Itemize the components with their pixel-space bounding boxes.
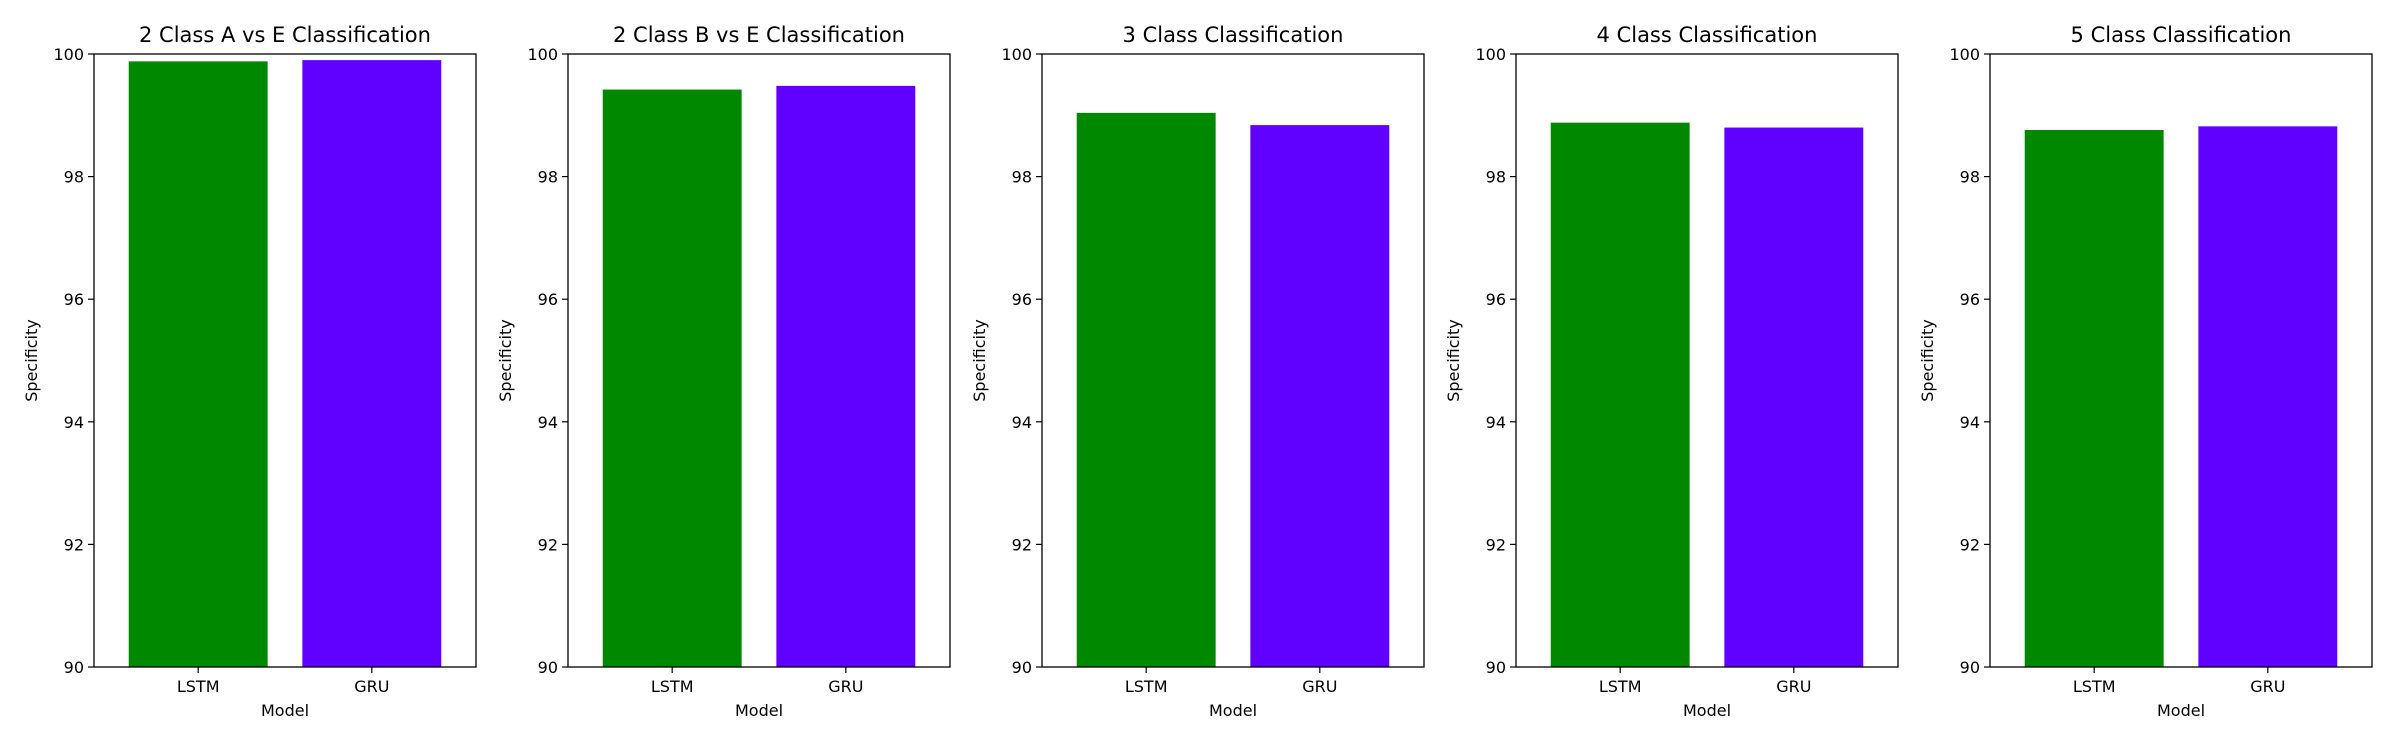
y-tick-label: 92 [538,535,558,554]
chart-title: 2 Class B vs E Classification [613,23,905,47]
bar-lstm [1076,112,1216,667]
subplot-2: 90 92 94 96 98 100 LSTM GRU 2 Class B vs E Class… [496,23,951,720]
y-axis-label: Specificity [1444,319,1463,401]
subplot-4: 90 92 94 96 98 100 LSTM GRU 4 Class Classificati… [1444,23,1899,720]
bar-gru [1724,127,1864,667]
y-tick-label: 94 [1486,413,1506,432]
y-tick-label: 96 [64,290,84,309]
y-tick-label: 98 [64,168,84,187]
x-tick-label-lstm: LSTM [1125,677,1168,696]
y-tick-label: 92 [1486,535,1506,554]
y-tick-label: 90 [1486,658,1506,677]
y-tick-label: 100 [1949,45,1980,64]
x-tick-label-gru: GRU [354,677,389,696]
x-tick-label-gru: GRU [1776,677,1811,696]
chart-title: 2 Class A vs E Classification [139,23,431,47]
axes-frame [1515,53,1899,668]
y-tick-label: 94 [64,413,84,432]
chart-title: 5 Class Classification [2071,23,2292,47]
subplot-5: 90 92 94 96 98 100 LSTM GRU 5 Class Classificati… [1918,23,2373,720]
y-axis-label: Specificity [1918,319,1937,401]
y-tick-label: 94 [1960,413,1980,432]
y-tick-label: 90 [538,658,558,677]
bar-lstm [1550,122,1690,667]
subplot-3: 90 92 94 96 98 100 LSTM GRU 3 Class Classificati… [970,23,1425,720]
x-tick-label-gru: GRU [828,677,863,696]
bar-gru [1250,125,1390,667]
y-tick-label: 92 [1012,535,1032,554]
x-tick-label-lstm: LSTM [651,677,694,696]
x-tick-label-lstm: LSTM [177,677,220,696]
x-axis-label: Model [1209,701,1257,720]
y-tick-label: 100 [527,45,558,64]
bar-gru [2198,126,2338,668]
bar-gru [302,60,442,667]
x-axis-label: Model [1683,701,1731,720]
y-tick-label: 90 [1012,658,1032,677]
y-tick-label: 90 [64,658,84,677]
y-tick-label: 96 [538,290,558,309]
y-tick-label: 90 [1960,658,1980,677]
bar-lstm [602,89,742,667]
subplot-1: 90 92 94 96 98 100 LSTM GRU 2 Class A vs E Class… [22,23,477,720]
axes-frame [1989,53,2373,668]
x-tick-label-gru: GRU [2250,677,2285,696]
bar-gru [776,85,916,668]
y-tick-label: 96 [1486,290,1506,309]
y-tick-label: 98 [1486,168,1506,187]
y-tick-label: 94 [1012,413,1032,432]
y-tick-label: 98 [538,168,558,187]
y-axis-label: Specificity [22,319,41,401]
x-axis-label: Model [261,701,309,720]
x-tick-label-gru: GRU [1302,677,1337,696]
x-tick-label-lstm: LSTM [2073,677,2116,696]
y-axis-label: Specificity [970,319,989,401]
axes-frame [1041,53,1425,668]
chart-title: 3 Class Classification [1123,23,1344,47]
chart-title: 4 Class Classification [1597,23,1818,47]
y-tick-label: 100 [1001,45,1032,64]
axes-frame [93,53,477,668]
y-tick-label: 96 [1960,290,1980,309]
y-tick-label: 94 [538,413,558,432]
y-tick-label: 92 [64,535,84,554]
y-tick-label: 96 [1012,290,1032,309]
x-axis-label: Model [2157,701,2205,720]
y-tick-label: 98 [1012,168,1032,187]
y-tick-label: 100 [53,45,84,64]
y-tick-label: 98 [1960,168,1980,187]
y-tick-label: 100 [1475,45,1506,64]
axes-frame [567,53,951,668]
x-tick-label-lstm: LSTM [1599,677,1642,696]
x-axis-label: Model [735,701,783,720]
bar-lstm [128,61,268,667]
y-tick-label: 92 [1960,535,1980,554]
y-axis-label: Specificity [496,319,515,401]
bar-lstm [2024,130,2164,668]
